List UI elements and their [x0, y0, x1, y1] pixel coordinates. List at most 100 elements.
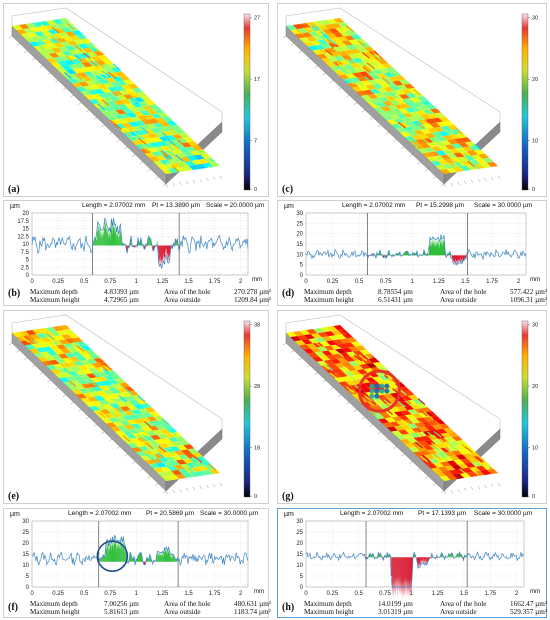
profile-xtick: 1.75 [209, 591, 221, 597]
profile-scale-f: Scale = 30.0000 µm [200, 510, 259, 517]
hole-area-label: Area of the hole [164, 288, 211, 296]
profile-xtick: 1 [410, 591, 414, 597]
profile-xtick: 1.5 [184, 591, 193, 597]
profile-xtick: 1.75 [484, 591, 496, 597]
profile-chart-d: 30 25 20 15 10 5 00 0.25 0.5 0.75 1 1.25 1.5 1.75 2 [296, 211, 527, 285]
profile-line [305, 551, 525, 588]
surface-panel-a: 27 17 7 0 (a) [3, 3, 269, 197]
max-depth-label: Maximum depth [30, 600, 78, 608]
max-depth-label: Maximum depth [304, 600, 352, 608]
profile-ytick: 5 [300, 263, 304, 269]
profile-xtick: 0.75 [380, 279, 392, 285]
outside-area-label: Area outside [440, 296, 477, 305]
profile-xtick: 0.5 [355, 279, 364, 285]
profile-xtick: 1.25 [433, 279, 445, 285]
color-scale-tick: 27 [254, 16, 260, 22]
color-scale-tick: 10 [532, 446, 538, 452]
surface-top [286, 325, 498, 481]
profile-ytick: 15 [22, 227, 29, 233]
profile-panel-f: 30 25 20 15 10 5 0 0 0.25 0.5 0.75 1 1.25 1.5 1.75 2 Le… [3, 508, 272, 618]
profile-scale-h: Scale = 30.0000 µm [474, 510, 533, 517]
profile-unit-f: µm [10, 511, 20, 518]
max-height-label: Maximum height [304, 296, 354, 305]
color-scale-tick: 17 [254, 77, 260, 83]
hole-area-label: Area of the hole [440, 600, 487, 608]
profile-pt-h: Pt = 17.1393 µm [418, 510, 467, 517]
profile-pt-f: Pt = 20.5869 µm [146, 510, 195, 517]
profile-length-d: Length = 2.07002 mm [342, 202, 406, 209]
color-scale-tick: 18 [254, 446, 260, 452]
color-scale-bar [243, 320, 251, 498]
profile-panel-h: 30 25 20 15 10 5 0 0 0.25 0.5 0.75 1 1.25 1.5 1.75 2 Le… [277, 508, 547, 618]
color-scale-tick: 0 [532, 187, 535, 193]
color-scale-tick: 0 [254, 187, 257, 193]
profile-ytick: 30 [22, 519, 29, 525]
outside-area-value: 1183.74 µm² [234, 608, 271, 617]
profile-xtick: 1.5 [461, 279, 470, 285]
max-height-value: 5.81613 µm [104, 608, 139, 617]
profile-line [31, 534, 249, 567]
surface-top [12, 18, 220, 174]
color-scale-bar [521, 13, 529, 191]
hole-area-value: 480.631 µm² [234, 600, 272, 608]
profile-ytick: 0 [26, 273, 30, 279]
profile-ytick: 20 [296, 541, 303, 547]
profile-ytick: 20 [22, 541, 29, 547]
outside-area-value: 1096.31 µm² [510, 296, 548, 305]
profile-ytick: 2.5 [21, 265, 30, 271]
profile-xunit-h: mm [530, 589, 540, 595]
profile-ytick: 5 [26, 574, 30, 580]
profile-ytick: 25 [22, 530, 29, 536]
profile-panel-d: 30 25 20 15 10 5 0 0 0.25 0.5 0.75 1 1.25 1.5 1.75 2 Le… [277, 200, 547, 306]
panel-label-b: (b) [8, 288, 21, 299]
panel-label-c: (c) [282, 184, 294, 195]
max-depth-value: 4.83393 µm [104, 288, 139, 296]
profile-xtick: 1 [135, 279, 139, 285]
profile-xtick: 0 [30, 279, 34, 285]
color-scale-tick: 0 [532, 494, 535, 500]
profile-xtick: 0.5 [80, 591, 89, 597]
profile-ytick: 20 [22, 211, 29, 217]
profile-length-b: Length = 2.07002 mm [82, 202, 146, 209]
max-height-value: 4.72965 µm [104, 296, 139, 305]
profile-unit-h: µm [284, 511, 294, 518]
profile-xtick: 2 [515, 591, 519, 597]
profile-pt-d: Pt = 15.2998 µm [416, 202, 465, 209]
profile-xtick: 1 [135, 591, 139, 597]
profile-scale-d: Scale = 30.0000 µm [474, 202, 533, 209]
profile-xtick: 2 [239, 279, 243, 285]
profile-ytick: 25 [296, 530, 303, 536]
profile-xunit-b: mm [252, 277, 262, 283]
profile-ytick: 10 [296, 563, 303, 569]
color-scale-tick: 0 [254, 494, 257, 500]
hole-area-value: 577.422 µm² [510, 288, 548, 296]
profile-xtick: 2 [517, 279, 521, 285]
profile-xtick: 0 [30, 591, 34, 597]
max-depth-value: 7.00256 µm [104, 600, 139, 608]
profile-chart-h: 30 25 20 15 10 5 00 0.25 0.5 0.75 1 1.25 1.5 1.75 2 [296, 519, 525, 600]
color-scale-tick: 20 [532, 384, 538, 390]
color-scale-bar [521, 320, 529, 498]
profile-ytick: 30 [296, 519, 303, 525]
profile-pt-b: Pt = 13.3890 µm [152, 202, 201, 209]
profile-stats-b: Maximum depth 4.83393 µm Area of the hole 2… [30, 288, 271, 305]
hole-area-value: 270.278 µm² [234, 288, 272, 296]
hole-circle-annotation [96, 540, 129, 573]
surface-plot-e: 38 28 18 0 [8, 314, 260, 500]
profile-ytick: 20 [296, 232, 303, 238]
surface-plot-c: 30 20 10 0 [282, 7, 538, 193]
profile-xtick: 0.25 [327, 279, 339, 285]
color-scale-tick: 10 [532, 139, 538, 145]
color-scale-tick: 7 [254, 139, 257, 145]
hole-area-label: Area of the hole [440, 288, 487, 296]
profile-xtick: 1.75 [486, 279, 498, 285]
profile-xtick: 0.75 [379, 591, 391, 597]
panel-label-h: (h) [282, 602, 295, 613]
profile-xtick: 0.75 [104, 279, 116, 285]
profile-ytick: 10 [296, 252, 303, 258]
profile-ytick: 10 [22, 563, 29, 569]
profile-length-h: Length = 2.07002 mm [340, 510, 404, 517]
profile-xtick: 0.25 [326, 591, 338, 597]
profile-xtick: 1.5 [460, 591, 469, 597]
panel-label-d: (d) [282, 288, 295, 299]
